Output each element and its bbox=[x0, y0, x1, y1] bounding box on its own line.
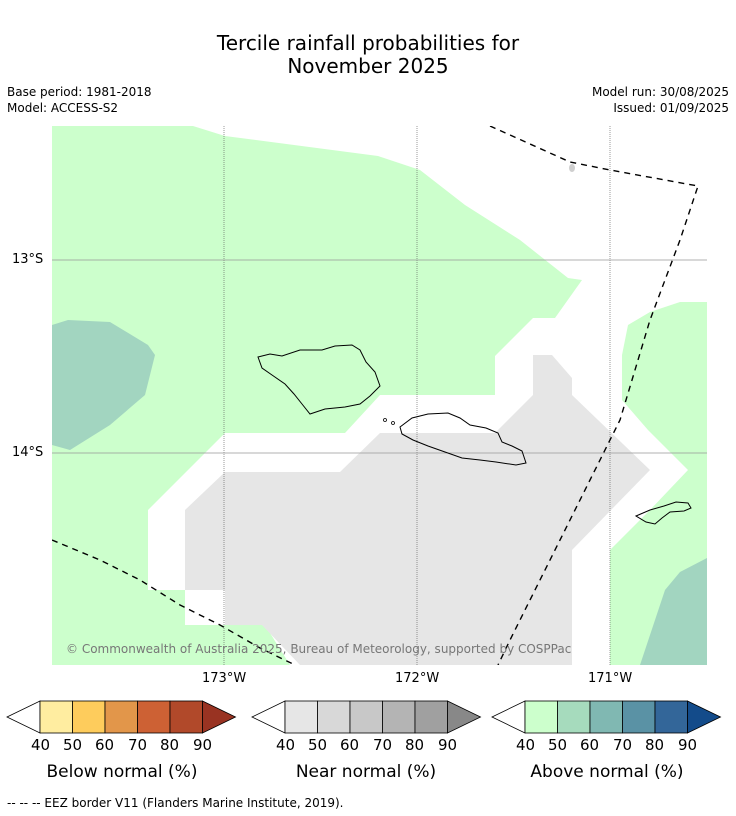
model-name: Model: ACCESS-S2 bbox=[7, 101, 119, 115]
colorbar-segment bbox=[382, 700, 416, 734]
colorbar-extend-high bbox=[687, 700, 722, 734]
lat-label-13s: 13°S bbox=[12, 252, 44, 267]
islet bbox=[391, 421, 395, 425]
cb-tick: 80 bbox=[160, 736, 180, 754]
graticule-lat bbox=[52, 259, 707, 454]
colorbar-extend-low bbox=[6, 700, 41, 734]
colorbar-segment bbox=[589, 700, 623, 734]
colorbar-label-below: Below normal (%) bbox=[46, 762, 198, 782]
colorbar-segment bbox=[414, 700, 448, 734]
cb-tick: 80 bbox=[405, 736, 425, 754]
colorbar-extend-high bbox=[202, 700, 237, 734]
above-normal-area bbox=[52, 126, 582, 665]
colorbar-extend-high bbox=[447, 700, 482, 734]
colorbar-extend-low bbox=[491, 700, 526, 734]
colorbar-segment bbox=[317, 700, 351, 734]
tutuila-island bbox=[634, 501, 692, 525]
cb-tick: 40 bbox=[31, 736, 51, 754]
cb-tick: 70 bbox=[128, 736, 148, 754]
cb-tick: 70 bbox=[373, 736, 393, 754]
colorbar-segment bbox=[169, 700, 203, 734]
colorbar-segment bbox=[72, 700, 106, 734]
lon-label-173w: 173°W bbox=[202, 671, 247, 686]
colorbar-extend-low bbox=[251, 700, 286, 734]
above-50-area bbox=[52, 320, 155, 450]
cb-tick: 50 bbox=[63, 736, 83, 754]
island-dot bbox=[569, 164, 575, 172]
title-line2: November 2025 bbox=[287, 54, 449, 78]
cb-tick: 40 bbox=[276, 736, 296, 754]
cb-tick: 50 bbox=[308, 736, 328, 754]
above-50-area bbox=[640, 558, 707, 665]
colorbar-segment bbox=[39, 700, 73, 734]
near-normal-area bbox=[185, 355, 650, 665]
cb-tick: 60 bbox=[95, 736, 115, 754]
upolu-island bbox=[399, 412, 527, 466]
colorbar-segment bbox=[654, 700, 688, 734]
colorbar-label-near: Near normal (%) bbox=[295, 762, 437, 782]
cb-tick: 90 bbox=[438, 736, 458, 754]
colorbar-segment bbox=[524, 700, 558, 734]
cb-tick: 70 bbox=[613, 736, 633, 754]
cb-tick: 40 bbox=[516, 736, 536, 754]
lat-label-14s: 14°S bbox=[12, 445, 44, 460]
cb-tick: 60 bbox=[340, 736, 360, 754]
colorbar-segment bbox=[349, 700, 383, 734]
lon-label-172w: 172°W bbox=[395, 671, 440, 686]
model-run: Model run: 30/08/2025 bbox=[591, 85, 729, 99]
title-line1: Tercile rainfall probabilities for bbox=[216, 31, 520, 55]
colorbars bbox=[6, 700, 722, 734]
issued-date: Issued: 01/09/2025 bbox=[613, 101, 729, 115]
colorbar-segment bbox=[557, 700, 591, 734]
islet bbox=[383, 418, 387, 422]
colorbar-segment bbox=[104, 700, 138, 734]
base-period: Base period: 1981-2018 bbox=[7, 85, 152, 99]
colorbar-segment bbox=[137, 700, 171, 734]
colorbar-segment bbox=[284, 700, 318, 734]
cb-tick: 90 bbox=[193, 736, 213, 754]
colorbar-segment bbox=[622, 700, 656, 734]
colorbar-label-above: Above normal (%) bbox=[530, 762, 684, 782]
cb-tick: 60 bbox=[580, 736, 600, 754]
copyright-text: © Commonwealth of Australia 2025, Bureau… bbox=[66, 642, 572, 656]
cb-tick: 80 bbox=[645, 736, 665, 754]
lon-label-171w: 171°W bbox=[588, 671, 633, 686]
cb-tick: 50 bbox=[548, 736, 568, 754]
eez-border bbox=[52, 126, 699, 665]
eez-footnote: -- -- -- EEZ border V11 (Flanders Marine… bbox=[7, 796, 344, 810]
cb-tick: 90 bbox=[678, 736, 698, 754]
savaii-island bbox=[257, 344, 381, 415]
